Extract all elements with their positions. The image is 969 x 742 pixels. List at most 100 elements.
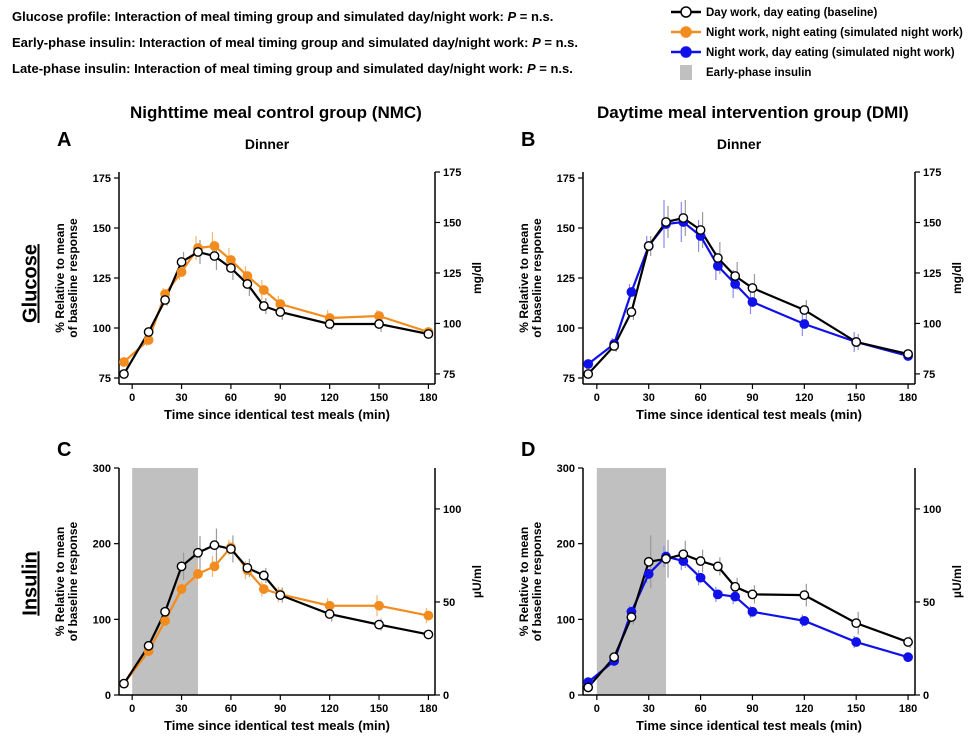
data-point (209, 540, 220, 551)
y2-tick-label: 100 (923, 504, 941, 516)
y2-tick-label: 175 (443, 167, 461, 179)
legend-label: Night work, night eating (simulated nigh… (706, 27, 963, 39)
y-tick-label: 150 (93, 223, 111, 235)
data-point (193, 547, 203, 558)
data-point (583, 682, 594, 693)
note-late-insulin: Late-phase insulin: Interaction of meal … (12, 61, 573, 76)
x-axis-label: Time since identical test meals (min) (636, 407, 862, 422)
data-point (275, 590, 286, 601)
y-axis-label: % Relative to meanof baseline response (517, 218, 544, 338)
data-point (374, 319, 384, 329)
chart-panel-d: D 0 30 60 90 120 150 180 0 100 200 300 0 50 100 Time si… (517, 439, 964, 733)
data-point (799, 615, 810, 626)
data-point (712, 261, 723, 271)
data-point (583, 359, 594, 369)
data-point (903, 637, 913, 647)
data-point (678, 213, 689, 223)
data-point (242, 562, 253, 573)
data-point (176, 257, 187, 267)
panel-letter: B (521, 129, 535, 151)
data-point (143, 335, 154, 345)
y2-axis-label: µU/ml (470, 565, 484, 598)
data-point (324, 600, 335, 611)
data-point (799, 319, 810, 329)
x-tick-label: 90 (746, 703, 758, 715)
data-point (226, 544, 236, 554)
data-point (695, 556, 706, 566)
x-tick-label: 0 (594, 703, 600, 715)
y2-tick-label: 50 (443, 597, 455, 609)
y2-tick-label: 125 (923, 268, 941, 280)
y-tick-label: 100 (557, 323, 575, 335)
data-point (661, 217, 671, 227)
x-axis-label: Time since identical test meals (min) (636, 718, 862, 733)
panel-subtitle: Dinner (717, 136, 762, 152)
y-tick-label: 75 (563, 373, 575, 385)
legend-label: Night work, day eating (simulated night … (706, 47, 955, 59)
x-tick-label: 120 (795, 392, 813, 404)
x-tick-label: 150 (847, 392, 865, 404)
x-tick-label: 120 (320, 392, 338, 404)
group-title-dmi: Daytime meal intervention group (DMI) (597, 103, 909, 122)
data-point (730, 581, 741, 592)
data-point (423, 629, 434, 640)
data-point (851, 637, 862, 647)
y-axis-label: % Relative to meanof baseline response (53, 218, 80, 338)
y2-tick-label: 100 (443, 318, 461, 330)
group-title-nmc: Nighttime meal control group (NMC) (130, 103, 422, 122)
data-point (258, 301, 269, 311)
data-point (275, 307, 286, 317)
data-point (193, 569, 203, 579)
x-tick-label: 90 (274, 392, 286, 404)
chart-panel-b: B Dinner 0 30 60 90 120 150 180 75 100 125 150 175 75 1… (517, 129, 964, 422)
data-point (661, 553, 671, 564)
x-tick-label: 30 (643, 392, 655, 404)
data-point (242, 279, 253, 289)
legend-marker-night-night (671, 26, 701, 38)
y-tick-label: 125 (557, 273, 575, 285)
data-point (209, 241, 220, 251)
y-tick-label: 200 (557, 539, 575, 551)
data-point (423, 329, 434, 339)
y2-tick-label: 0 (443, 690, 449, 702)
data-point (712, 253, 723, 263)
data-point (374, 311, 384, 321)
data-point (143, 640, 154, 651)
x-tick-label: 60 (225, 703, 237, 715)
y-tick-label: 100 (93, 614, 111, 626)
data-point (143, 327, 154, 337)
data-point (695, 225, 706, 235)
data-point (226, 263, 236, 273)
x-tick-label: 180 (419, 392, 437, 404)
data-point (626, 612, 637, 622)
data-point (851, 337, 862, 347)
y2-tick-label: 0 (923, 690, 929, 702)
data-point (258, 285, 269, 295)
y-tick-label: 100 (557, 614, 575, 626)
data-point (730, 271, 741, 281)
data-point (423, 610, 434, 621)
x-tick-label: 120 (320, 703, 338, 715)
x-axis-label: Time since identical test meals (min) (164, 407, 390, 422)
y-tick-label: 100 (93, 323, 111, 335)
y-tick-label: 175 (93, 173, 111, 185)
y2-tick-label: 75 (443, 369, 455, 381)
y2-tick-label: 150 (443, 217, 461, 229)
data-point (747, 297, 758, 307)
y-tick-label: 0 (105, 690, 111, 702)
data-point (730, 591, 741, 602)
legend-swatch-early-phase (680, 65, 692, 80)
x-tick-label: 60 (694, 703, 706, 715)
data-point (643, 569, 654, 579)
data-point (324, 319, 335, 329)
y-tick-label: 0 (569, 690, 575, 702)
x-tick-label: 120 (795, 703, 813, 715)
x-tick-label: 150 (370, 703, 388, 715)
data-point (747, 606, 758, 617)
x-tick-label: 180 (899, 392, 917, 404)
y-tick-label: 125 (93, 273, 111, 285)
data-point (730, 279, 741, 289)
legend-marker-baseline (671, 6, 701, 18)
data-point (626, 287, 637, 297)
y-axis-label: % Relative to meanof baseline response (53, 521, 80, 641)
